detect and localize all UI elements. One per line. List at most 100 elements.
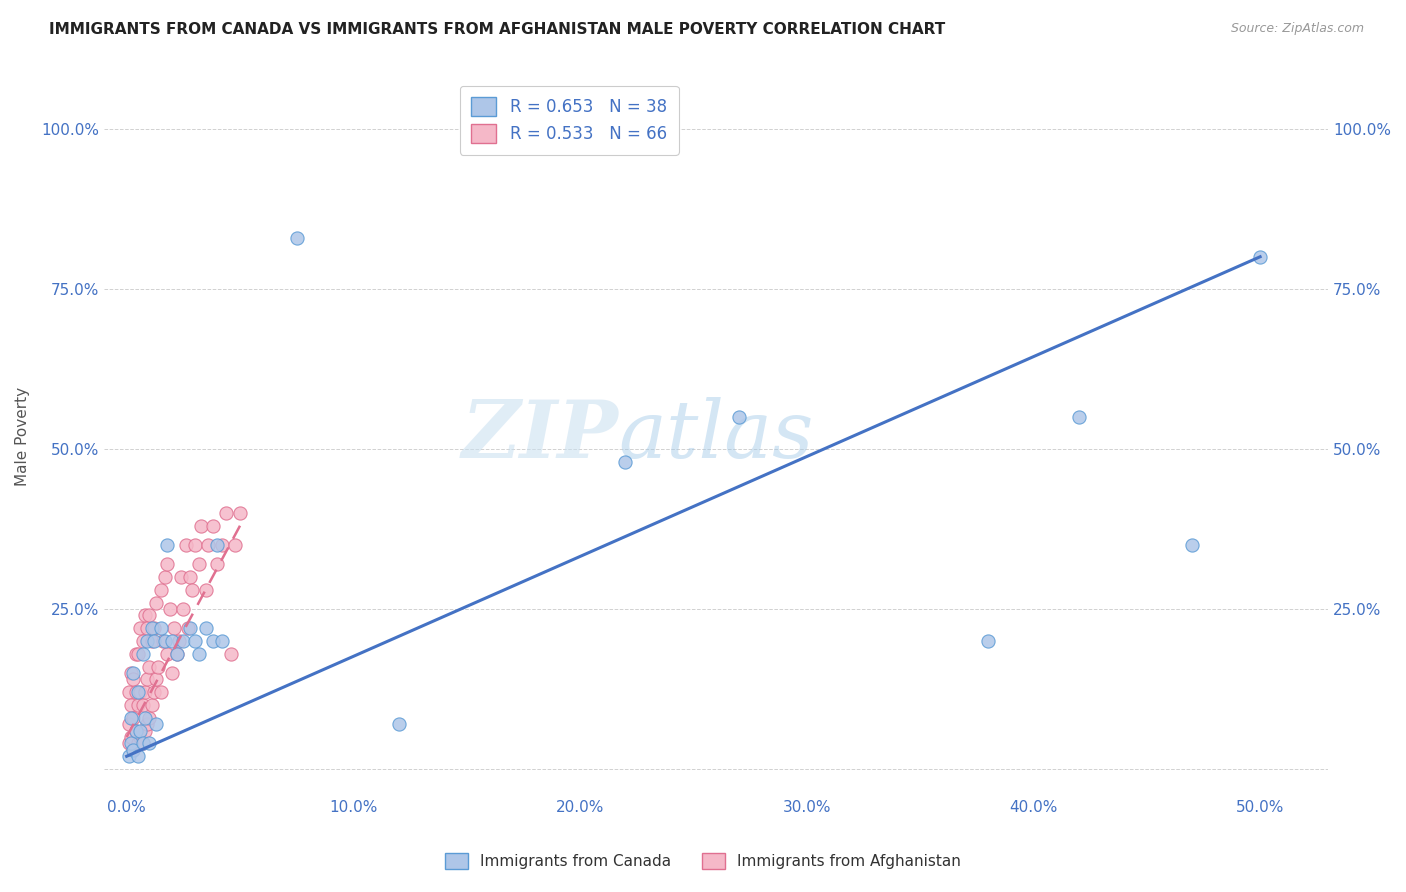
- Point: [156, 557, 179, 571]
- Point: [149, 685, 172, 699]
- Point: [127, 647, 149, 661]
- Point: [134, 723, 156, 738]
- Point: [118, 749, 141, 764]
- Point: [145, 717, 167, 731]
- Point: [125, 723, 148, 738]
- Point: [142, 621, 165, 635]
- Point: [159, 602, 181, 616]
- Point: [1181, 538, 1204, 552]
- Point: [138, 608, 160, 623]
- Legend: Immigrants from Canada, Immigrants from Afghanistan: Immigrants from Canada, Immigrants from …: [439, 847, 967, 875]
- Point: [129, 730, 152, 744]
- Point: [120, 698, 142, 712]
- Point: [127, 698, 149, 712]
- Point: [177, 621, 200, 635]
- Point: [188, 557, 211, 571]
- Point: [149, 582, 172, 597]
- Point: [195, 621, 218, 635]
- Point: [138, 659, 160, 673]
- Point: [120, 711, 142, 725]
- Point: [153, 634, 176, 648]
- Point: [153, 570, 176, 584]
- Point: [141, 698, 163, 712]
- Point: [156, 647, 179, 661]
- Point: [131, 698, 153, 712]
- Point: [207, 538, 229, 552]
- Point: [388, 717, 411, 731]
- Point: [201, 518, 224, 533]
- Point: [120, 730, 142, 744]
- Point: [166, 647, 188, 661]
- Point: [172, 634, 194, 648]
- Point: [195, 582, 218, 597]
- Point: [141, 621, 163, 635]
- Point: [122, 666, 145, 681]
- Point: [127, 685, 149, 699]
- Point: [179, 621, 201, 635]
- Point: [122, 673, 145, 687]
- Point: [167, 634, 190, 648]
- Point: [163, 621, 186, 635]
- Point: [1067, 409, 1090, 424]
- Point: [129, 621, 152, 635]
- Point: [201, 634, 224, 648]
- Point: [215, 506, 238, 520]
- Point: [142, 634, 165, 648]
- Point: [156, 538, 179, 552]
- Point: [136, 717, 159, 731]
- Point: [285, 230, 308, 244]
- Point: [614, 455, 637, 469]
- Point: [145, 673, 167, 687]
- Point: [229, 506, 252, 520]
- Point: [131, 647, 153, 661]
- Point: [122, 743, 145, 757]
- Point: [145, 596, 167, 610]
- Point: [166, 647, 188, 661]
- Point: [134, 608, 156, 623]
- Point: [219, 647, 242, 661]
- Point: [129, 685, 152, 699]
- Point: [183, 538, 205, 552]
- Point: [134, 685, 156, 699]
- Point: [727, 409, 749, 424]
- Point: [138, 736, 160, 750]
- Point: [188, 647, 211, 661]
- Point: [1249, 250, 1271, 264]
- Point: [181, 582, 204, 597]
- Text: IMMIGRANTS FROM CANADA VS IMMIGRANTS FROM AFGHANISTAN MALE POVERTY CORRELATION C: IMMIGRANTS FROM CANADA VS IMMIGRANTS FRO…: [49, 22, 945, 37]
- Point: [977, 634, 1000, 648]
- Point: [125, 723, 148, 738]
- Point: [179, 570, 201, 584]
- Point: [118, 685, 141, 699]
- Point: [136, 673, 159, 687]
- Point: [142, 685, 165, 699]
- Point: [207, 557, 229, 571]
- Point: [160, 666, 183, 681]
- Point: [224, 538, 246, 552]
- Point: [197, 538, 219, 552]
- Point: [183, 634, 205, 648]
- Point: [122, 743, 145, 757]
- Point: [152, 634, 174, 648]
- Point: [136, 634, 159, 648]
- Point: [170, 570, 193, 584]
- Y-axis label: Male Poverty: Male Poverty: [15, 386, 30, 485]
- Point: [129, 723, 152, 738]
- Point: [122, 711, 145, 725]
- Text: atlas: atlas: [619, 397, 814, 475]
- Point: [118, 717, 141, 731]
- Point: [211, 538, 233, 552]
- Point: [148, 659, 170, 673]
- Point: [134, 711, 156, 725]
- Point: [118, 736, 141, 750]
- Point: [160, 634, 183, 648]
- Point: [120, 666, 142, 681]
- Point: [131, 634, 153, 648]
- Point: [127, 749, 149, 764]
- Point: [125, 685, 148, 699]
- Point: [172, 602, 194, 616]
- Point: [131, 736, 153, 750]
- Point: [149, 621, 172, 635]
- Legend: R = 0.653   N = 38, R = 0.533   N = 66: R = 0.653 N = 38, R = 0.533 N = 66: [460, 86, 679, 155]
- Point: [138, 711, 160, 725]
